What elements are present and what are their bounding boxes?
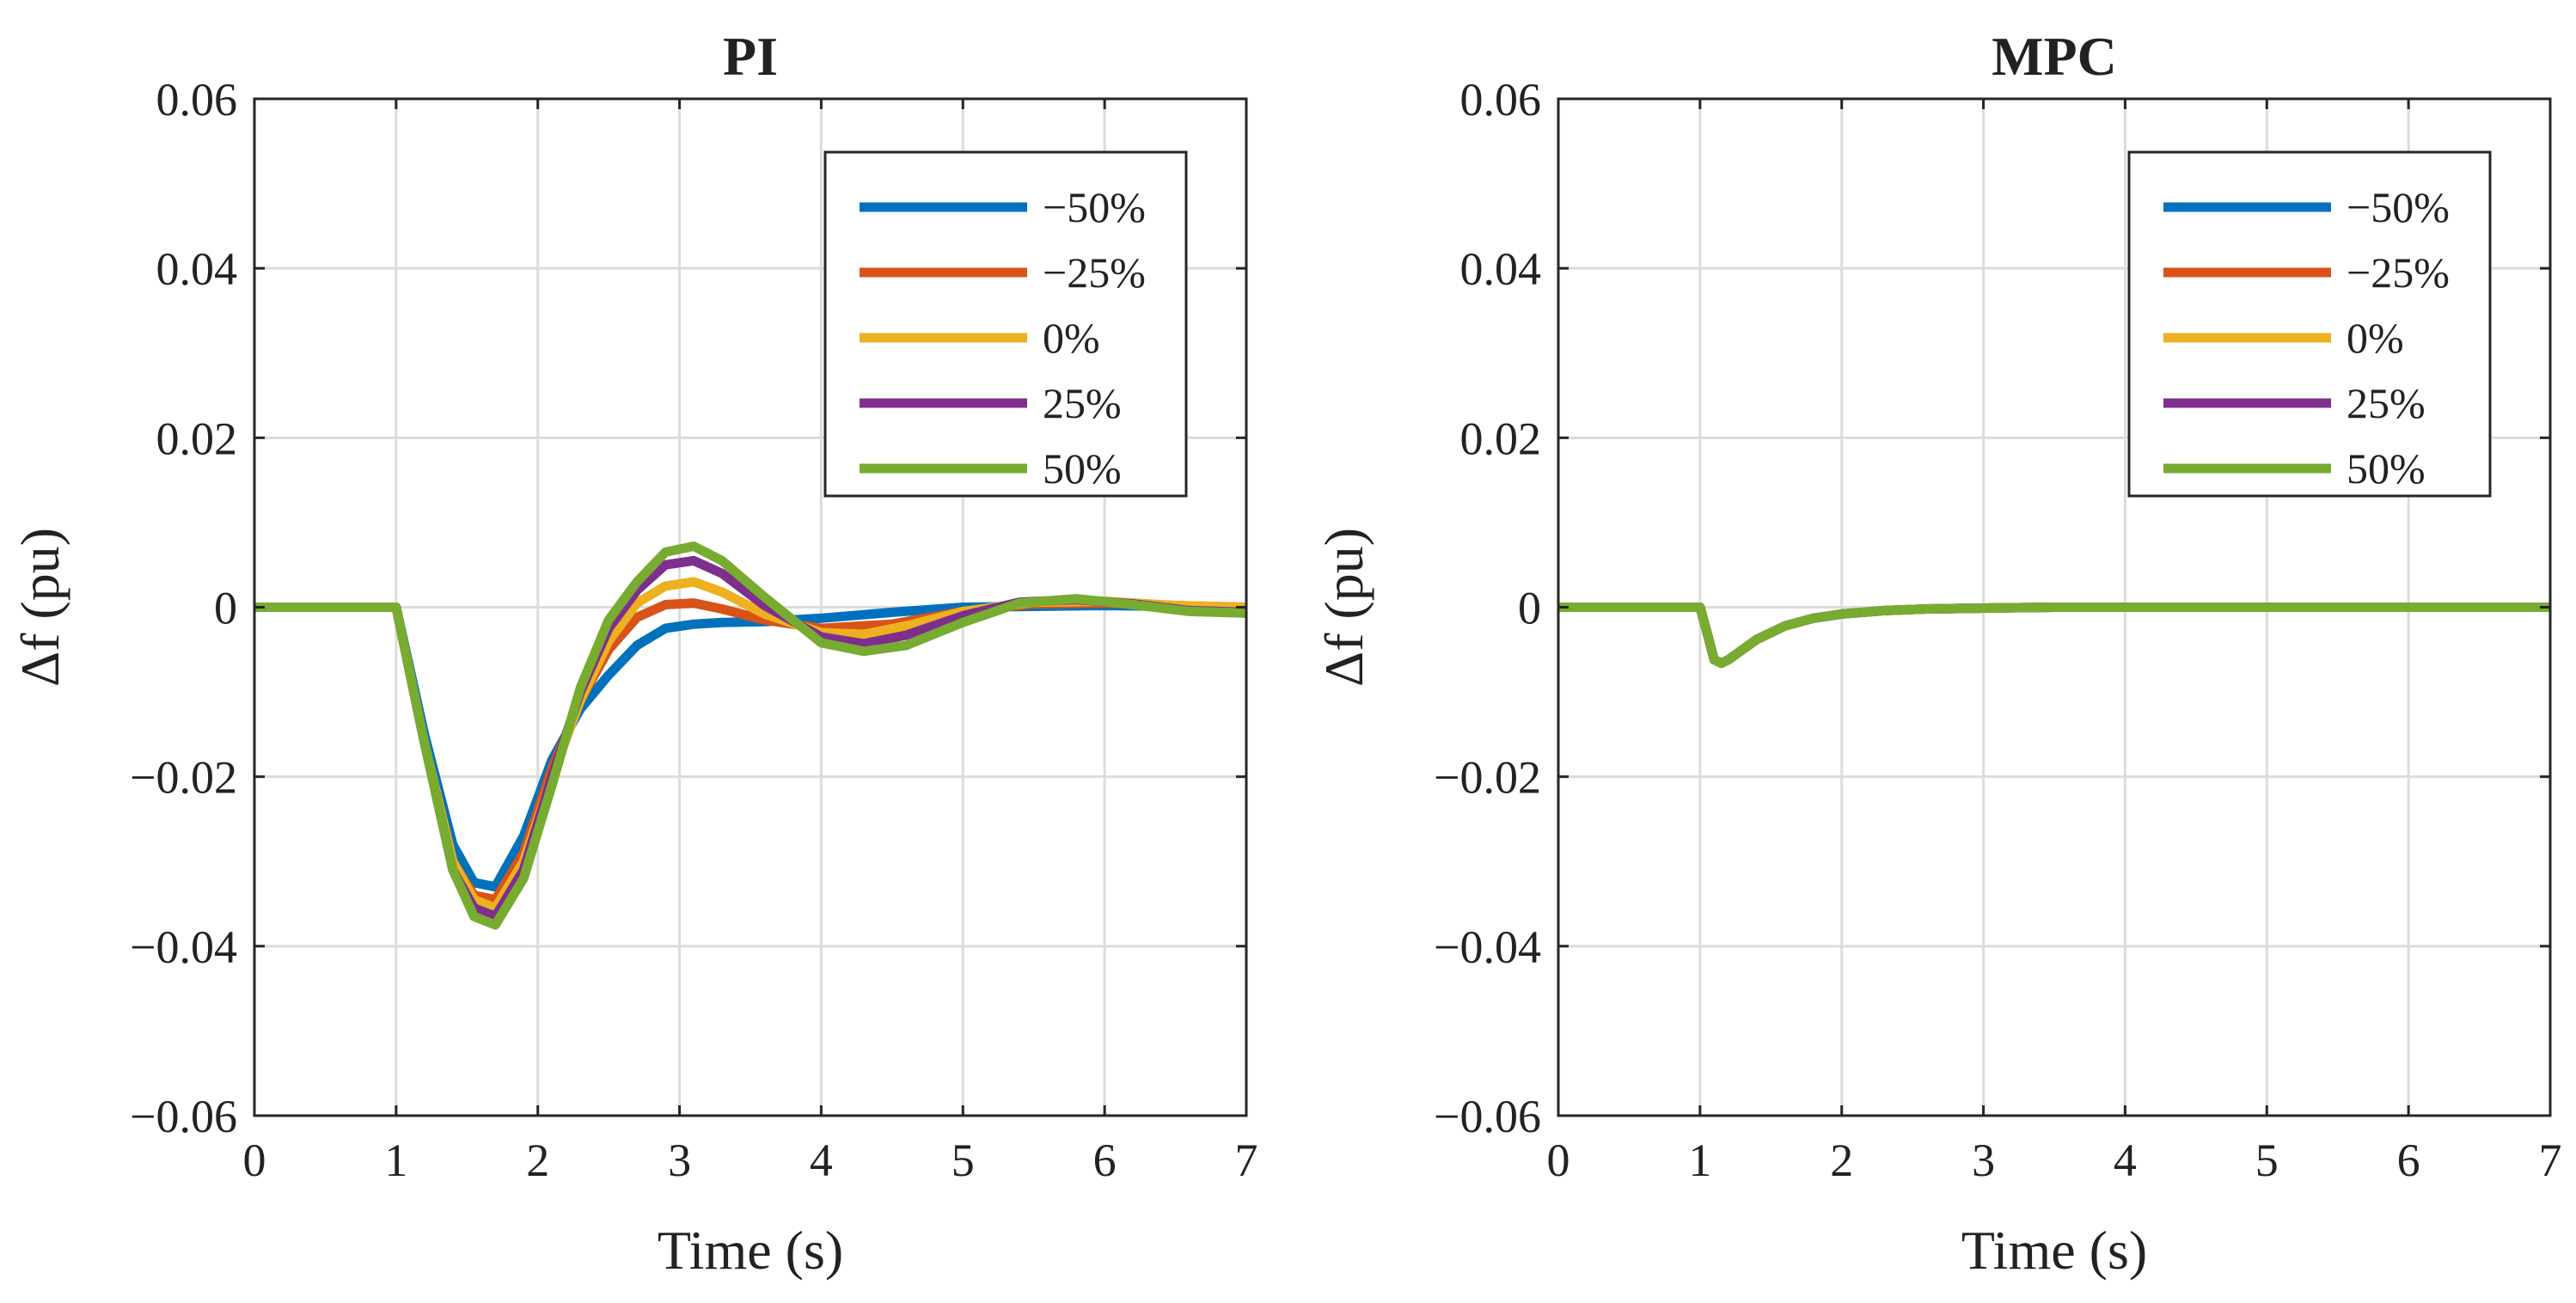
series-line-4 [1558, 603, 2550, 669]
pi-chart: 0 1 2 3 4 5 6 7 −0.06 −0.04 −0.02 0 0.02 0.04 0.06 PI Ti… [9, 26, 1258, 1281]
y-tick-label: 0.06 [156, 74, 238, 125]
y-tick-label: −0.06 [1434, 1091, 1541, 1142]
x-tick-label: 7 [1235, 1135, 1258, 1186]
series-group [1558, 603, 2550, 669]
legend-label-4: 50% [2347, 444, 2426, 492]
y-tick-label: 0.02 [156, 413, 238, 464]
x-tick-label: 3 [1972, 1135, 1995, 1186]
y-tick-label: 0.02 [1460, 413, 1542, 464]
legend-label-0: −50% [1043, 183, 1146, 231]
chart-title: PI [723, 26, 778, 87]
x-tick-label: 0 [243, 1135, 266, 1186]
legend-label-4: 50% [1043, 444, 1122, 492]
x-tick-label: 2 [526, 1135, 549, 1186]
legend-label-1: −25% [2347, 248, 2450, 297]
chart-title: MPC [1992, 26, 2117, 87]
y-tick-label: 0 [214, 583, 237, 634]
y-axis-label: Δf (pu) [1313, 528, 1374, 687]
series-line-4 [254, 541, 1246, 930]
x-tick-label: 6 [1093, 1135, 1117, 1186]
legend-label-3: 25% [2347, 379, 2426, 427]
x-tick-label: 4 [810, 1135, 833, 1186]
y-axis-label: Δf (pu) [9, 528, 70, 687]
y-tick-label: 0.04 [1460, 243, 1542, 295]
y-tick-label: −0.06 [130, 1091, 237, 1142]
x-tick-label: 5 [951, 1135, 975, 1186]
x-tick-label: 5 [2255, 1135, 2279, 1186]
x-tick-label: 6 [2397, 1135, 2420, 1186]
x-axis-label: Time (s) [658, 1220, 843, 1281]
y-tick-label: 0.04 [156, 243, 238, 295]
legend-label-0: −50% [2347, 183, 2450, 231]
x-axis-label: Time (s) [1961, 1220, 2147, 1281]
series-group [254, 541, 1246, 930]
y-tick-label: −0.02 [1434, 752, 1541, 804]
x-tick-label: 3 [668, 1135, 691, 1186]
y-tick-label: −0.04 [130, 921, 237, 973]
legend: −50% −25% 0% 25% 50% [2127, 150, 2492, 498]
legend-label-2: 0% [1043, 314, 1100, 362]
x-tick-label: 2 [1830, 1135, 1853, 1186]
mpc-chart: 0 1 2 3 4 5 6 7 −0.06 −0.04 −0.02 0 0.02 0.04 0.06 MPC T… [1313, 26, 2562, 1281]
legend-label-3: 25% [1043, 379, 1122, 427]
y-tick-label: −0.02 [130, 752, 237, 804]
y-tick-label: 0.06 [1460, 74, 1542, 125]
x-tick-label: 1 [1688, 1135, 1711, 1186]
x-tick-label: 4 [2114, 1135, 2137, 1186]
legend-label-1: −25% [1043, 248, 1146, 297]
legend: −50% −25% 0% 25% 50% [823, 150, 1188, 498]
x-tick-label: 7 [2539, 1135, 2562, 1186]
y-tick-label: 0 [1518, 583, 1541, 634]
x-tick-label: 1 [384, 1135, 407, 1186]
y-tick-label: −0.04 [1434, 921, 1541, 973]
legend-label-2: 0% [2347, 314, 2404, 362]
x-tick-label: 0 [1547, 1135, 1570, 1186]
